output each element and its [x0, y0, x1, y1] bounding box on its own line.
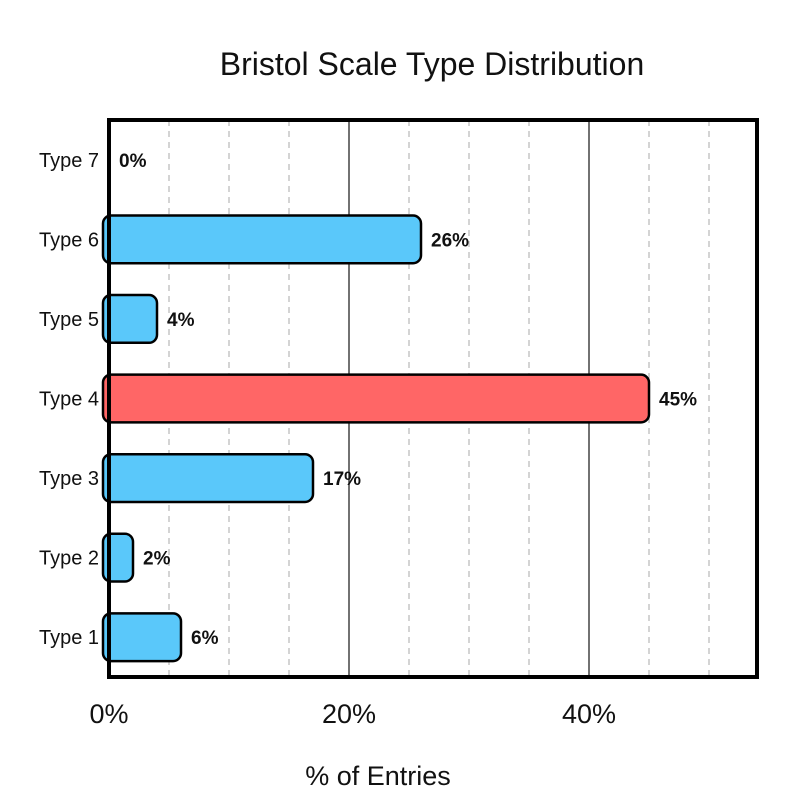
- category-label: Type 6: [39, 229, 99, 251]
- category-label: Type 5: [39, 309, 99, 331]
- value-label: 6%: [191, 628, 219, 649]
- value-label: 17%: [323, 469, 361, 490]
- bars: [101, 214, 651, 663]
- category-label: Type 1: [39, 627, 99, 649]
- bar-type-4: [101, 373, 651, 424]
- category-labels: Type 7 Type 6 Type 5 Type 4 Type 3 Type 2 Type…: [39, 150, 99, 649]
- value-label: 26%: [431, 230, 469, 251]
- x-tick-label: 40%: [562, 699, 616, 729]
- plot-frame: [107, 118, 759, 679]
- x-tick-label: 0%: [89, 699, 128, 729]
- category-label: Type 7: [39, 150, 99, 172]
- value-label: 45%: [659, 390, 697, 411]
- value-label: 0%: [119, 151, 147, 172]
- chart-title: Bristol Scale Type Distribution: [220, 46, 644, 82]
- bar-type-3: [101, 452, 315, 504]
- value-labels: 0% 26% 4% 45% 17% 2% 6%: [119, 151, 697, 649]
- x-axis-title: % of Entries: [305, 761, 451, 791]
- x-tick-label: 20%: [322, 699, 376, 729]
- category-label: Type 3: [39, 468, 99, 490]
- value-label: 4%: [167, 310, 195, 331]
- bar-type-6: [101, 214, 423, 265]
- category-label: Type 4: [39, 389, 99, 411]
- bar-type-1: [101, 612, 183, 663]
- value-label: 2%: [143, 549, 171, 570]
- x-tick-labels: 0% 20% 40%: [89, 699, 616, 729]
- category-label: Type 2: [39, 548, 99, 570]
- bar-type-5: [101, 293, 159, 345]
